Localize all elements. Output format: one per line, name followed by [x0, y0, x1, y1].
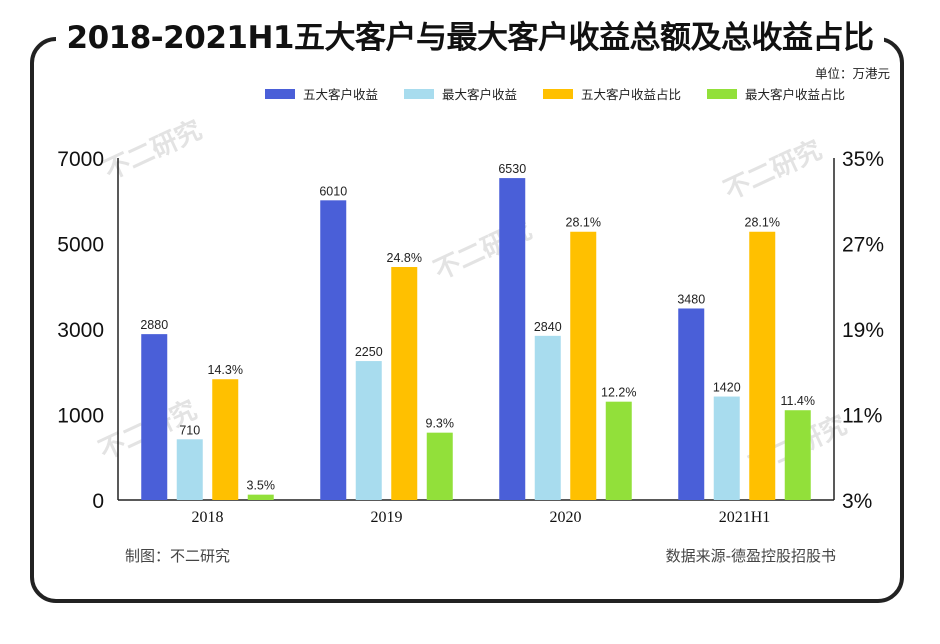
legend-item: 五大客户收益	[265, 84, 378, 103]
data-label: 28.1%	[566, 216, 601, 230]
legend-label: 最大客户收益占比	[745, 87, 846, 102]
data-label: 24.8%	[387, 251, 422, 265]
data-label: 12.2%	[601, 386, 636, 400]
legend-item: 最大客户收益占比	[707, 84, 845, 103]
data-label: 3480	[677, 292, 705, 306]
legend-swatch	[265, 88, 295, 99]
bar-3	[212, 379, 239, 500]
legend-label: 最大客户收益	[442, 87, 518, 102]
data-label: 6010	[319, 184, 347, 198]
legend-swatch	[707, 88, 738, 99]
left-axis-tick-label: 0	[92, 490, 104, 513]
bar-2	[534, 335, 561, 500]
bar-2	[713, 396, 740, 500]
legend: 五大客户收益 最大客户收益 五大客户收益占比 最大客户收益占比	[265, 84, 845, 103]
bar-2	[176, 439, 203, 500]
data-label: 2840	[534, 320, 562, 334]
bar-1	[678, 308, 705, 500]
category-label: 2020	[550, 509, 582, 526]
data-label: 2880	[140, 318, 168, 332]
data-label: 11.4%	[780, 394, 815, 408]
legend-label: 五大客户收益占比	[581, 87, 682, 102]
bar-3	[749, 231, 776, 500]
source-text: 数据来源-德盈控股招股书	[665, 547, 836, 565]
bar-1	[320, 200, 347, 500]
legend-swatch	[404, 88, 435, 99]
bar-2	[355, 361, 382, 500]
left-axis-tick-label: 7000	[57, 148, 104, 171]
legend-item: 最大客户收益	[404, 84, 517, 103]
data-label: 14.3%	[208, 363, 243, 377]
data-label: 28.1%	[745, 216, 780, 230]
data-label: 710	[179, 423, 200, 437]
category-label: 2018	[192, 509, 224, 526]
data-label: 9.3%	[426, 417, 455, 431]
bar-4	[784, 410, 811, 500]
data-label: 3.5%	[247, 479, 276, 493]
legend-label: 五大客户收益	[303, 87, 379, 102]
category-label: 2019	[371, 509, 403, 526]
left-axis-tick-label: 1000	[57, 405, 104, 428]
bar-4	[426, 432, 453, 500]
data-label: 2250	[355, 345, 383, 359]
legend-swatch	[543, 88, 574, 99]
legend-item: 五大客户收益占比	[543, 84, 681, 103]
bar-3	[391, 267, 418, 500]
bar-1	[499, 178, 526, 500]
bar-4	[247, 494, 274, 500]
bar-4	[605, 401, 632, 500]
right-axis-tick-label: 27%	[842, 234, 884, 257]
bar-1	[141, 334, 168, 500]
title-background	[56, 14, 884, 62]
right-axis-tick-label: 11%	[842, 405, 882, 428]
right-axis-tick-label: 35%	[842, 148, 884, 171]
left-axis-tick-label: 3000	[57, 319, 104, 342]
right-axis-tick-label: 19%	[842, 319, 884, 342]
bar-3	[570, 231, 597, 500]
chart-title: 2018-2021H1五大客户与最大客户收益总额及总收益占比	[66, 20, 874, 56]
data-label: 6530	[498, 162, 526, 176]
category-label: 2021H1	[719, 509, 771, 526]
unit-label: 单位：万港元	[814, 66, 890, 81]
left-axis-tick-label: 5000	[57, 234, 104, 257]
right-axis-tick-label: 3%	[842, 490, 872, 513]
credit-text: 制图：不二研究	[125, 547, 231, 565]
data-label: 1420	[713, 381, 741, 395]
